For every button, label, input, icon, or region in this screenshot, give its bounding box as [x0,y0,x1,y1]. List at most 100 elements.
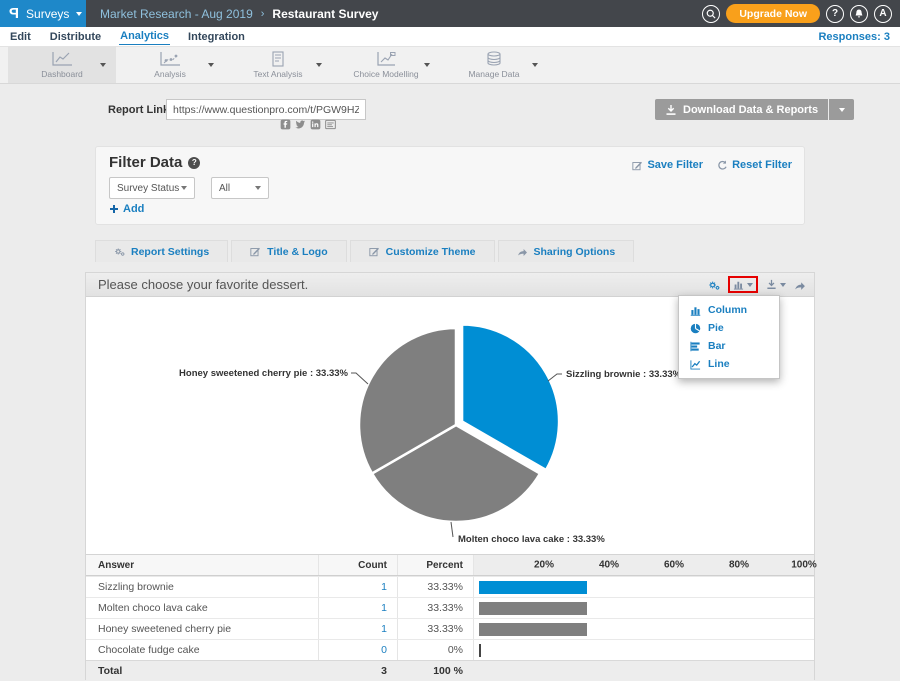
linkedin-icon[interactable] [310,119,321,130]
menu-item-pie[interactable]: Pie [679,319,779,337]
question-chart-panel: Please choose your favorite dessert. [85,272,817,681]
tab-label: Customize Theme [385,245,476,258]
download-data-group: Download Data & Reports [655,99,855,120]
nav-item-edit[interactable]: Edit [10,30,31,43]
questionpro-logo-icon: P [9,5,20,22]
percent-cell: 33.33% [397,619,473,639]
chevron-down-icon[interactable] [532,63,538,67]
chevron-down-icon[interactable] [316,63,322,67]
dashboard-chart-icon [50,51,74,67]
reset-filter-label: Reset Filter [732,159,792,171]
percent-bar [479,581,588,594]
breadcrumb-separator: › [260,7,265,20]
count-cell: 1 [318,577,397,597]
surveys-menu[interactable]: P Surveys [0,0,86,27]
chevron-down-icon [747,282,753,287]
search-icon [705,8,717,20]
embed-icon[interactable] [325,119,336,130]
menu-item-label: Column [708,304,748,316]
annotation-highlight [728,276,758,293]
tab-label: Sharing Options [533,245,616,258]
tool-text-analysis[interactable]: Text Analysis [224,47,332,83]
tool-analysis[interactable]: Analysis [116,47,224,83]
results-table: Answer Count Percent 20% 40% 60% 80% 100… [86,554,817,681]
total-bar-cell [473,661,814,681]
chart-download-button[interactable] [766,279,786,290]
nav-item-distribute[interactable]: Distribute [49,30,102,43]
nav-item-integration[interactable]: Integration [188,30,245,43]
answer-cell: Molten choco lava cake [98,602,208,614]
connector-line [351,372,369,385]
menu-item-label: Bar [708,340,726,352]
tool-label: Text Analysis [253,69,303,79]
pencil-icon [369,246,380,257]
menu-item-label: Line [708,358,730,370]
tab-sharing-options[interactable]: Sharing Options [497,240,635,262]
pie-label-sizzling-brownie: Sizzling brownie : 33.33% [566,369,682,380]
total-label: Total [98,665,123,677]
pie-label-honey-cherry-pie: Honey sweetened cherry pie : 33.33% [179,368,349,379]
save-filter-label: Save Filter [647,159,704,171]
pie-slice[interactable] [370,423,542,524]
share-forward-icon[interactable] [794,279,806,291]
nav-item-analytics[interactable]: Analytics [119,28,171,45]
avatar[interactable]: A [874,4,892,23]
tool-label: Dashboard [41,69,83,79]
twitter-icon[interactable] [295,119,306,130]
chevron-down-icon[interactable] [424,63,430,67]
pie-slices[interactable] [357,323,561,524]
responses-count[interactable]: Responses: 3 [818,30,890,43]
upgrade-now-button[interactable]: Upgrade Now [726,4,820,23]
pie-slice[interactable] [460,323,561,472]
menu-item-column[interactable]: Column [679,301,779,319]
reset-filter-button[interactable]: Reset Filter [717,159,792,171]
tab-customize-theme[interactable]: Customize Theme [349,240,495,262]
tool-manage-data[interactable]: Manage Data [440,47,548,83]
help-button[interactable]: ? [826,4,844,23]
menu-item-bar[interactable]: Bar [679,337,779,355]
connector-line [547,373,562,382]
breadcrumb-project[interactable]: Market Research - Aug 2019 [100,6,253,21]
chevron-down-icon[interactable] [100,63,106,67]
chevron-down-icon[interactable] [208,63,214,67]
tool-dashboard[interactable]: Dashboard [8,47,116,83]
count-cell: 0 [318,640,397,660]
filter-help-icon[interactable]: ? [188,156,201,169]
reset-icon [717,160,728,171]
surveys-menu-label: Surveys [26,6,70,21]
search-button[interactable] [702,4,721,23]
pie-chart: Sizzling brownie : 33.33% Honey sweetene… [86,297,814,554]
tool-choice-modelling[interactable]: Choice Modelling [332,47,440,83]
header-actions: Upgrade Now ? A [702,4,900,23]
chevron-down-icon [181,186,187,190]
menu-item-line[interactable]: Line [679,355,779,373]
save-filter-button[interactable]: Save Filter [632,159,703,171]
chart-type-button[interactable] [733,279,753,290]
survey-status-select[interactable]: Survey Status [109,177,195,199]
download-data-reports-button[interactable]: Download Data & Reports [655,99,829,120]
col-header-percent: Percent [397,555,473,575]
chart-settings-icon[interactable] [708,279,720,291]
add-filter-button[interactable]: Add [109,203,144,215]
tab-title-logo[interactable]: Title & Logo [231,240,347,262]
bell-icon [853,8,865,20]
bar-scale-header: 20% 40% 60% 80% 100% [473,555,817,575]
filter-value-select[interactable]: All [211,177,269,199]
tab-report-settings[interactable]: Report Settings [95,240,229,262]
analysis-chart-icon [158,51,182,67]
percent-cell: 33.33% [397,598,473,618]
column-chart-icon [690,305,701,316]
bar-chart-icon [690,341,701,352]
download-icon [665,104,677,116]
percent-bar [479,602,588,615]
notifications-button[interactable] [850,4,868,23]
facebook-icon[interactable] [280,119,291,130]
pencil-icon [632,160,643,171]
question-panel-header: Please choose your favorite dessert. [86,273,814,297]
download-options-caret-button[interactable] [829,99,855,120]
report-link-input[interactable] [166,99,366,120]
chevron-down-icon [780,282,786,287]
pie-chart-icon [690,323,701,334]
pie-slice[interactable] [357,326,458,475]
